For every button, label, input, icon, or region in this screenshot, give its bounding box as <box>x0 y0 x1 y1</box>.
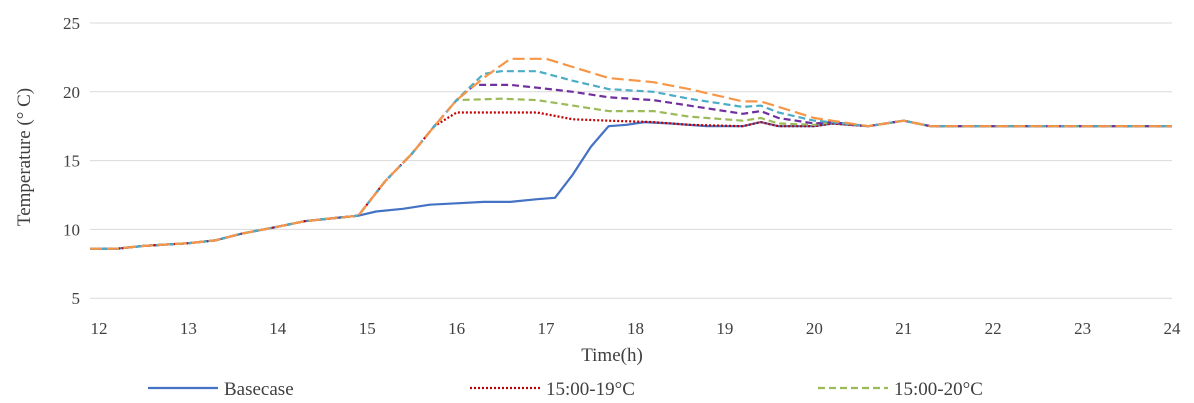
y-axis-title: Temperature (° C) <box>14 88 35 226</box>
x-tick-label-8: 20 <box>806 319 823 338</box>
series-line-1 <box>90 111 1172 250</box>
series-line-5 <box>90 57 1172 250</box>
x-tick-label-2: 14 <box>269 319 287 338</box>
x-tick-label-3: 15 <box>359 319 376 338</box>
x-tick-label-5: 17 <box>538 319 556 338</box>
y-tick-label-0: 5 <box>72 289 81 308</box>
x-tick-label-6: 18 <box>627 319 644 338</box>
x-tick-label-1: 13 <box>180 319 197 338</box>
y-tick-label-2: 15 <box>63 152 80 171</box>
x-tick-label-0: 12 <box>90 319 107 338</box>
series-line-3 <box>90 83 1172 250</box>
y-tick-label-1: 10 <box>63 220 80 239</box>
y-tick-label-3: 20 <box>63 83 80 102</box>
x-tick-label-4: 16 <box>448 319 465 338</box>
series-line-4 <box>90 70 1172 250</box>
legend-label-2: 15:00-20°C <box>894 379 983 400</box>
x-tick-label-12: 24 <box>1164 319 1182 338</box>
legend-label-0: Basecase <box>224 379 294 400</box>
x-axis-title: Time(h) <box>581 345 643 366</box>
x-tick-label-9: 21 <box>895 319 912 338</box>
x-tick-label-10: 22 <box>985 319 1002 338</box>
legend: Basecase 15:00-19°C 15:00-20°C <box>148 379 983 400</box>
gridlines <box>90 22 1172 299</box>
series-lines <box>90 57 1172 250</box>
x-tick-label-11: 23 <box>1074 319 1091 338</box>
y-axis-ticks: 5 10 15 20 25 <box>63 14 80 308</box>
x-axis-ticks: 12 13 14 15 16 17 18 19 20 21 22 23 24 <box>90 319 1181 338</box>
x-tick-label-7: 19 <box>716 319 733 338</box>
legend-label-1: 15:00-19°C <box>546 379 635 400</box>
y-tick-label-4: 25 <box>63 14 80 33</box>
